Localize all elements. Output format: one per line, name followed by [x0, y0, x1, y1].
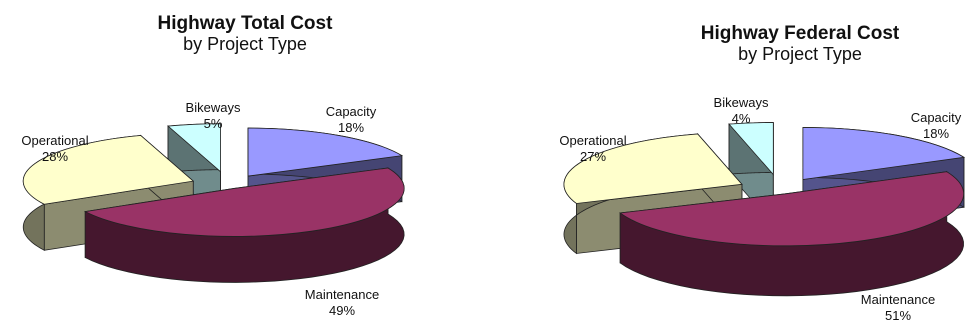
chart-subtitle: by Project Type — [95, 34, 395, 55]
slice-percent: 49% — [282, 303, 402, 319]
chart-subtitle: by Project Type — [650, 44, 950, 65]
slice-name: Operational — [538, 133, 648, 149]
slice-label-operational: Operational 27% — [538, 133, 648, 165]
slice-label-maintenance: Maintenance 49% — [282, 287, 402, 319]
slice-name: Bikeways — [686, 95, 796, 111]
slice-name: Bikeways — [158, 100, 268, 116]
slice-label-maintenance: Maintenance 51% — [838, 292, 958, 324]
slice-name: Capacity — [296, 104, 406, 120]
slice-percent: 18% — [296, 120, 406, 136]
slice-label-bikeways: Bikeways 5% — [158, 100, 268, 132]
slice-name: Operational — [0, 133, 110, 149]
chart-total-cost: Highway Total Cost by Project Type Capac… — [0, 0, 490, 330]
slice-percent: 51% — [838, 308, 958, 324]
slice-percent: 5% — [158, 116, 268, 132]
slice-label-capacity: Capacity 18% — [296, 104, 406, 136]
slice-name: Maintenance — [282, 287, 402, 303]
slice-label-operational: Operational 28% — [0, 133, 110, 165]
slice-name: Capacity — [892, 110, 980, 126]
chart-title: Highway Federal Cost by Project Type — [650, 23, 950, 65]
slice-name: Maintenance — [838, 292, 958, 308]
slice-label-capacity: Capacity 18% — [892, 110, 980, 142]
chart-title-main: Highway Total Cost — [95, 13, 395, 34]
slice-percent: 28% — [0, 149, 110, 165]
chart-federal-cost: Highway Federal Cost by Project Type Cap… — [490, 0, 980, 330]
slice-label-bikeways: Bikeways 4% — [686, 95, 796, 127]
chart-title: Highway Total Cost by Project Type — [95, 13, 395, 55]
slice-percent: 4% — [686, 111, 796, 127]
chart-title-main: Highway Federal Cost — [650, 23, 950, 44]
slice-percent: 18% — [892, 126, 980, 142]
slice-percent: 27% — [538, 149, 648, 165]
